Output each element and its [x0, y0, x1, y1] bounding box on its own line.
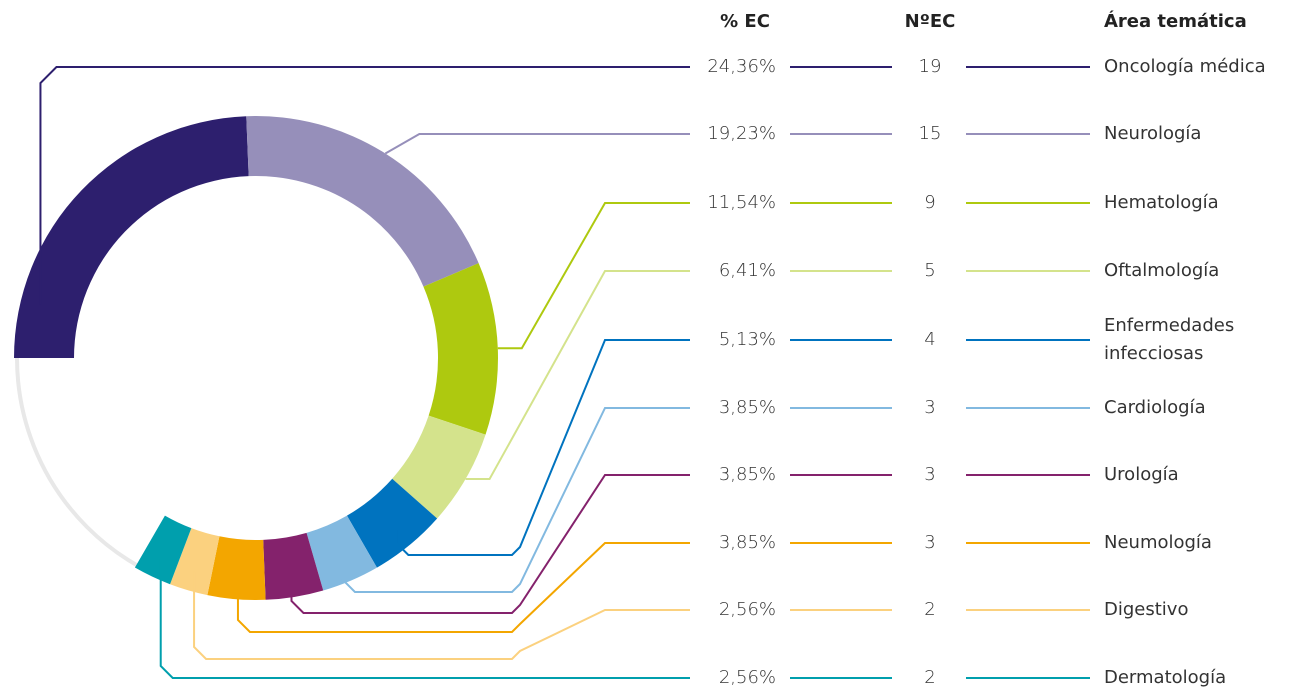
- percent-label: 19,23%: [707, 123, 776, 144]
- leader-line: [159, 558, 690, 679]
- category-label: Hematología: [1104, 192, 1219, 213]
- category-label: Enfermedades infecciosas: [1104, 315, 1235, 364]
- leader-line: [465, 270, 690, 481]
- count-label: 3: [924, 397, 935, 418]
- category-label: Urología: [1104, 464, 1179, 485]
- percent-label: 3,85%: [719, 397, 776, 418]
- percent-label: 6,41%: [719, 260, 776, 281]
- donut-segment: [134, 515, 192, 585]
- leader-line: [395, 339, 690, 556]
- percent-label: 11,54%: [707, 192, 776, 213]
- count-label: 9: [924, 192, 935, 213]
- count-label: 19: [919, 56, 942, 77]
- percent-label: 2,56%: [719, 667, 776, 688]
- donut-segment: [392, 415, 486, 519]
- percent-label: 5,13%: [719, 329, 776, 350]
- header-count: NºEC: [905, 11, 956, 32]
- count-label: 15: [919, 123, 942, 144]
- donut-segment: [346, 478, 438, 568]
- percent-label: 24,36%: [707, 56, 776, 77]
- category-label: Oftalmología: [1104, 260, 1220, 281]
- percent-label: 3,85%: [719, 532, 776, 553]
- leader-line: [384, 133, 690, 155]
- donut-segment: [263, 532, 324, 600]
- category-label: Oncología médica: [1104, 56, 1266, 77]
- count-label: 4: [924, 329, 935, 350]
- category-label: Neurología: [1104, 123, 1202, 144]
- count-label: 5: [924, 260, 935, 281]
- category-label: Neumología: [1104, 532, 1212, 553]
- header-area: Área temática: [1104, 11, 1247, 32]
- category-label: Digestivo: [1104, 599, 1189, 620]
- leader-line: [193, 571, 690, 660]
- donut-segment: [207, 536, 266, 600]
- category-label: Cardiología: [1104, 397, 1206, 418]
- donut-segment: [423, 263, 498, 435]
- leader-line: [39, 66, 690, 305]
- category-label: Dermatología: [1104, 667, 1227, 688]
- donut-segment: [306, 515, 377, 591]
- percent-label: 2,56%: [719, 599, 776, 620]
- count-label: 2: [924, 599, 935, 620]
- count-label: 2: [924, 667, 935, 688]
- count-label: 3: [924, 532, 935, 553]
- leader-line: [341, 407, 690, 593]
- count-label: 3: [924, 464, 935, 485]
- leader-line: [497, 202, 690, 350]
- leader-line: [236, 542, 690, 633]
- donut-segment: [14, 116, 249, 358]
- percent-label: 3,85%: [719, 464, 776, 485]
- leader-line: [290, 474, 690, 614]
- donut-segment: [246, 116, 479, 287]
- donut-segment: [170, 528, 220, 596]
- header-percent: % EC: [720, 11, 770, 32]
